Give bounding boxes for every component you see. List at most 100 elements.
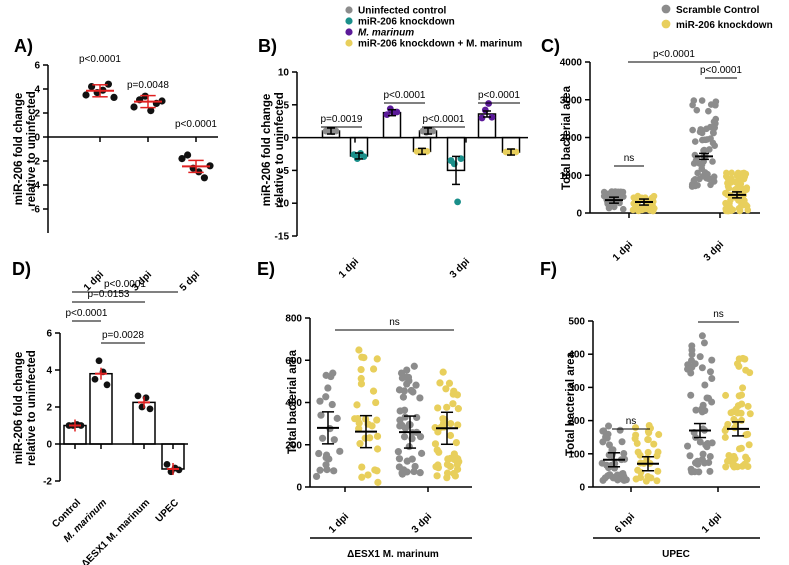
b-sig-label: p=0.0019 bbox=[321, 114, 363, 125]
f-data-point bbox=[620, 449, 628, 457]
b-legend-label: Uninfected control bbox=[358, 6, 447, 17]
f-sig-label: ns bbox=[713, 309, 724, 320]
e-data-point bbox=[403, 457, 411, 465]
c-data-point bbox=[726, 176, 733, 183]
e-data-point bbox=[330, 436, 338, 444]
f-data-point bbox=[738, 400, 746, 408]
f-data-point bbox=[745, 441, 753, 449]
f-data-point bbox=[744, 402, 752, 410]
b-data-point bbox=[512, 148, 520, 156]
b-x-tick-label: 3 dpi bbox=[448, 256, 472, 280]
b-sig-label: p<0.0001 bbox=[384, 90, 426, 101]
c-data-point bbox=[650, 192, 658, 200]
f-data-point bbox=[722, 424, 730, 432]
c-data-point bbox=[710, 178, 718, 185]
e-data-point bbox=[449, 400, 457, 408]
e-data-point bbox=[400, 433, 409, 441]
e-data-point bbox=[436, 379, 444, 387]
e-data-point bbox=[333, 414, 341, 422]
e-data-point bbox=[400, 466, 408, 474]
e-data-point bbox=[336, 447, 344, 455]
f-data-point bbox=[731, 455, 739, 463]
e-data-point bbox=[369, 365, 378, 373]
c-data-point bbox=[643, 202, 650, 210]
f-data-point bbox=[684, 365, 692, 373]
f-data-point bbox=[655, 431, 663, 439]
panel-label-b: B) bbox=[258, 36, 277, 56]
e-data-point bbox=[434, 404, 442, 412]
e-data-point bbox=[454, 405, 462, 413]
e-data-point bbox=[443, 403, 451, 411]
d-data-point bbox=[163, 460, 171, 468]
f-data-point bbox=[696, 438, 704, 446]
b-data-point bbox=[429, 127, 437, 135]
c-data-point bbox=[722, 207, 730, 215]
e-data-point bbox=[442, 385, 450, 393]
d-y-tick-label: -2 bbox=[43, 477, 52, 488]
f-data-point bbox=[692, 406, 700, 414]
e-x-tick-label: 3 dpi bbox=[410, 511, 434, 535]
f-data-point bbox=[700, 339, 708, 347]
e-data-point bbox=[366, 434, 374, 442]
e-data-point bbox=[409, 388, 417, 396]
f-y-tick-label: 500 bbox=[568, 317, 585, 328]
a-y-tick-label: -2 bbox=[31, 157, 40, 168]
e-data-point bbox=[394, 448, 402, 456]
f-data-point bbox=[605, 441, 613, 449]
e-y-tick-label: 800 bbox=[285, 314, 302, 325]
f-data-point bbox=[699, 450, 707, 458]
d-sig-label: p<0.0001 bbox=[104, 279, 146, 290]
e-data-point bbox=[322, 451, 331, 459]
f-group-label: UPEC bbox=[662, 549, 690, 560]
e-data-point bbox=[330, 467, 338, 475]
c-data-point bbox=[693, 106, 701, 114]
e-data-point bbox=[315, 449, 323, 458]
b-x-tick-label: 1 dpi bbox=[337, 256, 361, 280]
e-data-point bbox=[417, 449, 426, 457]
d-y-tick-label: 0 bbox=[46, 440, 52, 451]
e-data-point bbox=[444, 455, 452, 463]
f-data-point bbox=[609, 446, 617, 454]
e-data-point bbox=[358, 473, 366, 481]
f-data-point bbox=[637, 473, 645, 481]
panel-label-d: D) bbox=[12, 259, 31, 279]
e-data-point bbox=[318, 434, 327, 442]
c-data-point bbox=[728, 169, 735, 177]
b-y-tick-label: 5 bbox=[283, 100, 289, 111]
e-group-label: ΔESX1 M. marinum bbox=[347, 549, 439, 560]
e-data-point bbox=[396, 407, 404, 415]
e-data-point bbox=[374, 478, 382, 486]
f-data-point bbox=[611, 473, 619, 481]
e-y-tick-label: 600 bbox=[285, 356, 302, 367]
b-y-tick-label: 0 bbox=[283, 133, 289, 144]
f-data-point bbox=[722, 463, 730, 471]
e-data-point bbox=[354, 414, 362, 423]
c-data-point bbox=[705, 107, 712, 115]
c-y-tick-label: 0 bbox=[576, 209, 582, 220]
f-data-point bbox=[695, 468, 703, 476]
f-data-point bbox=[605, 422, 613, 430]
f-data-point bbox=[631, 435, 639, 443]
e-y-tick-label: 400 bbox=[285, 398, 302, 409]
e-data-point bbox=[450, 450, 458, 458]
e-y-axis-label: Total bacterial area bbox=[287, 349, 299, 454]
c-x-tick-label: 1 dpi bbox=[611, 239, 635, 263]
a-y-tick-label: -4 bbox=[31, 181, 40, 192]
f-data-point bbox=[698, 408, 706, 416]
f-y-tick-label: 0 bbox=[579, 483, 585, 494]
c-data-point bbox=[619, 205, 627, 213]
c-sig-label: p<0.0001 bbox=[653, 49, 695, 60]
b-legend-label: miR-206 knockdown + M. marinum bbox=[358, 39, 522, 50]
f-data-point bbox=[701, 381, 709, 389]
e-data-point bbox=[443, 474, 451, 482]
c-data-point bbox=[740, 175, 748, 183]
b-data-point bbox=[332, 127, 340, 135]
f-data-point bbox=[618, 470, 626, 478]
e-data-point bbox=[433, 472, 441, 480]
e-data-point bbox=[433, 446, 441, 454]
c-data-point bbox=[723, 169, 730, 177]
d-y-tick-label: 4 bbox=[46, 366, 52, 377]
f-data-point bbox=[699, 401, 707, 409]
e-data-point bbox=[451, 472, 459, 480]
f-data-point bbox=[653, 452, 661, 460]
